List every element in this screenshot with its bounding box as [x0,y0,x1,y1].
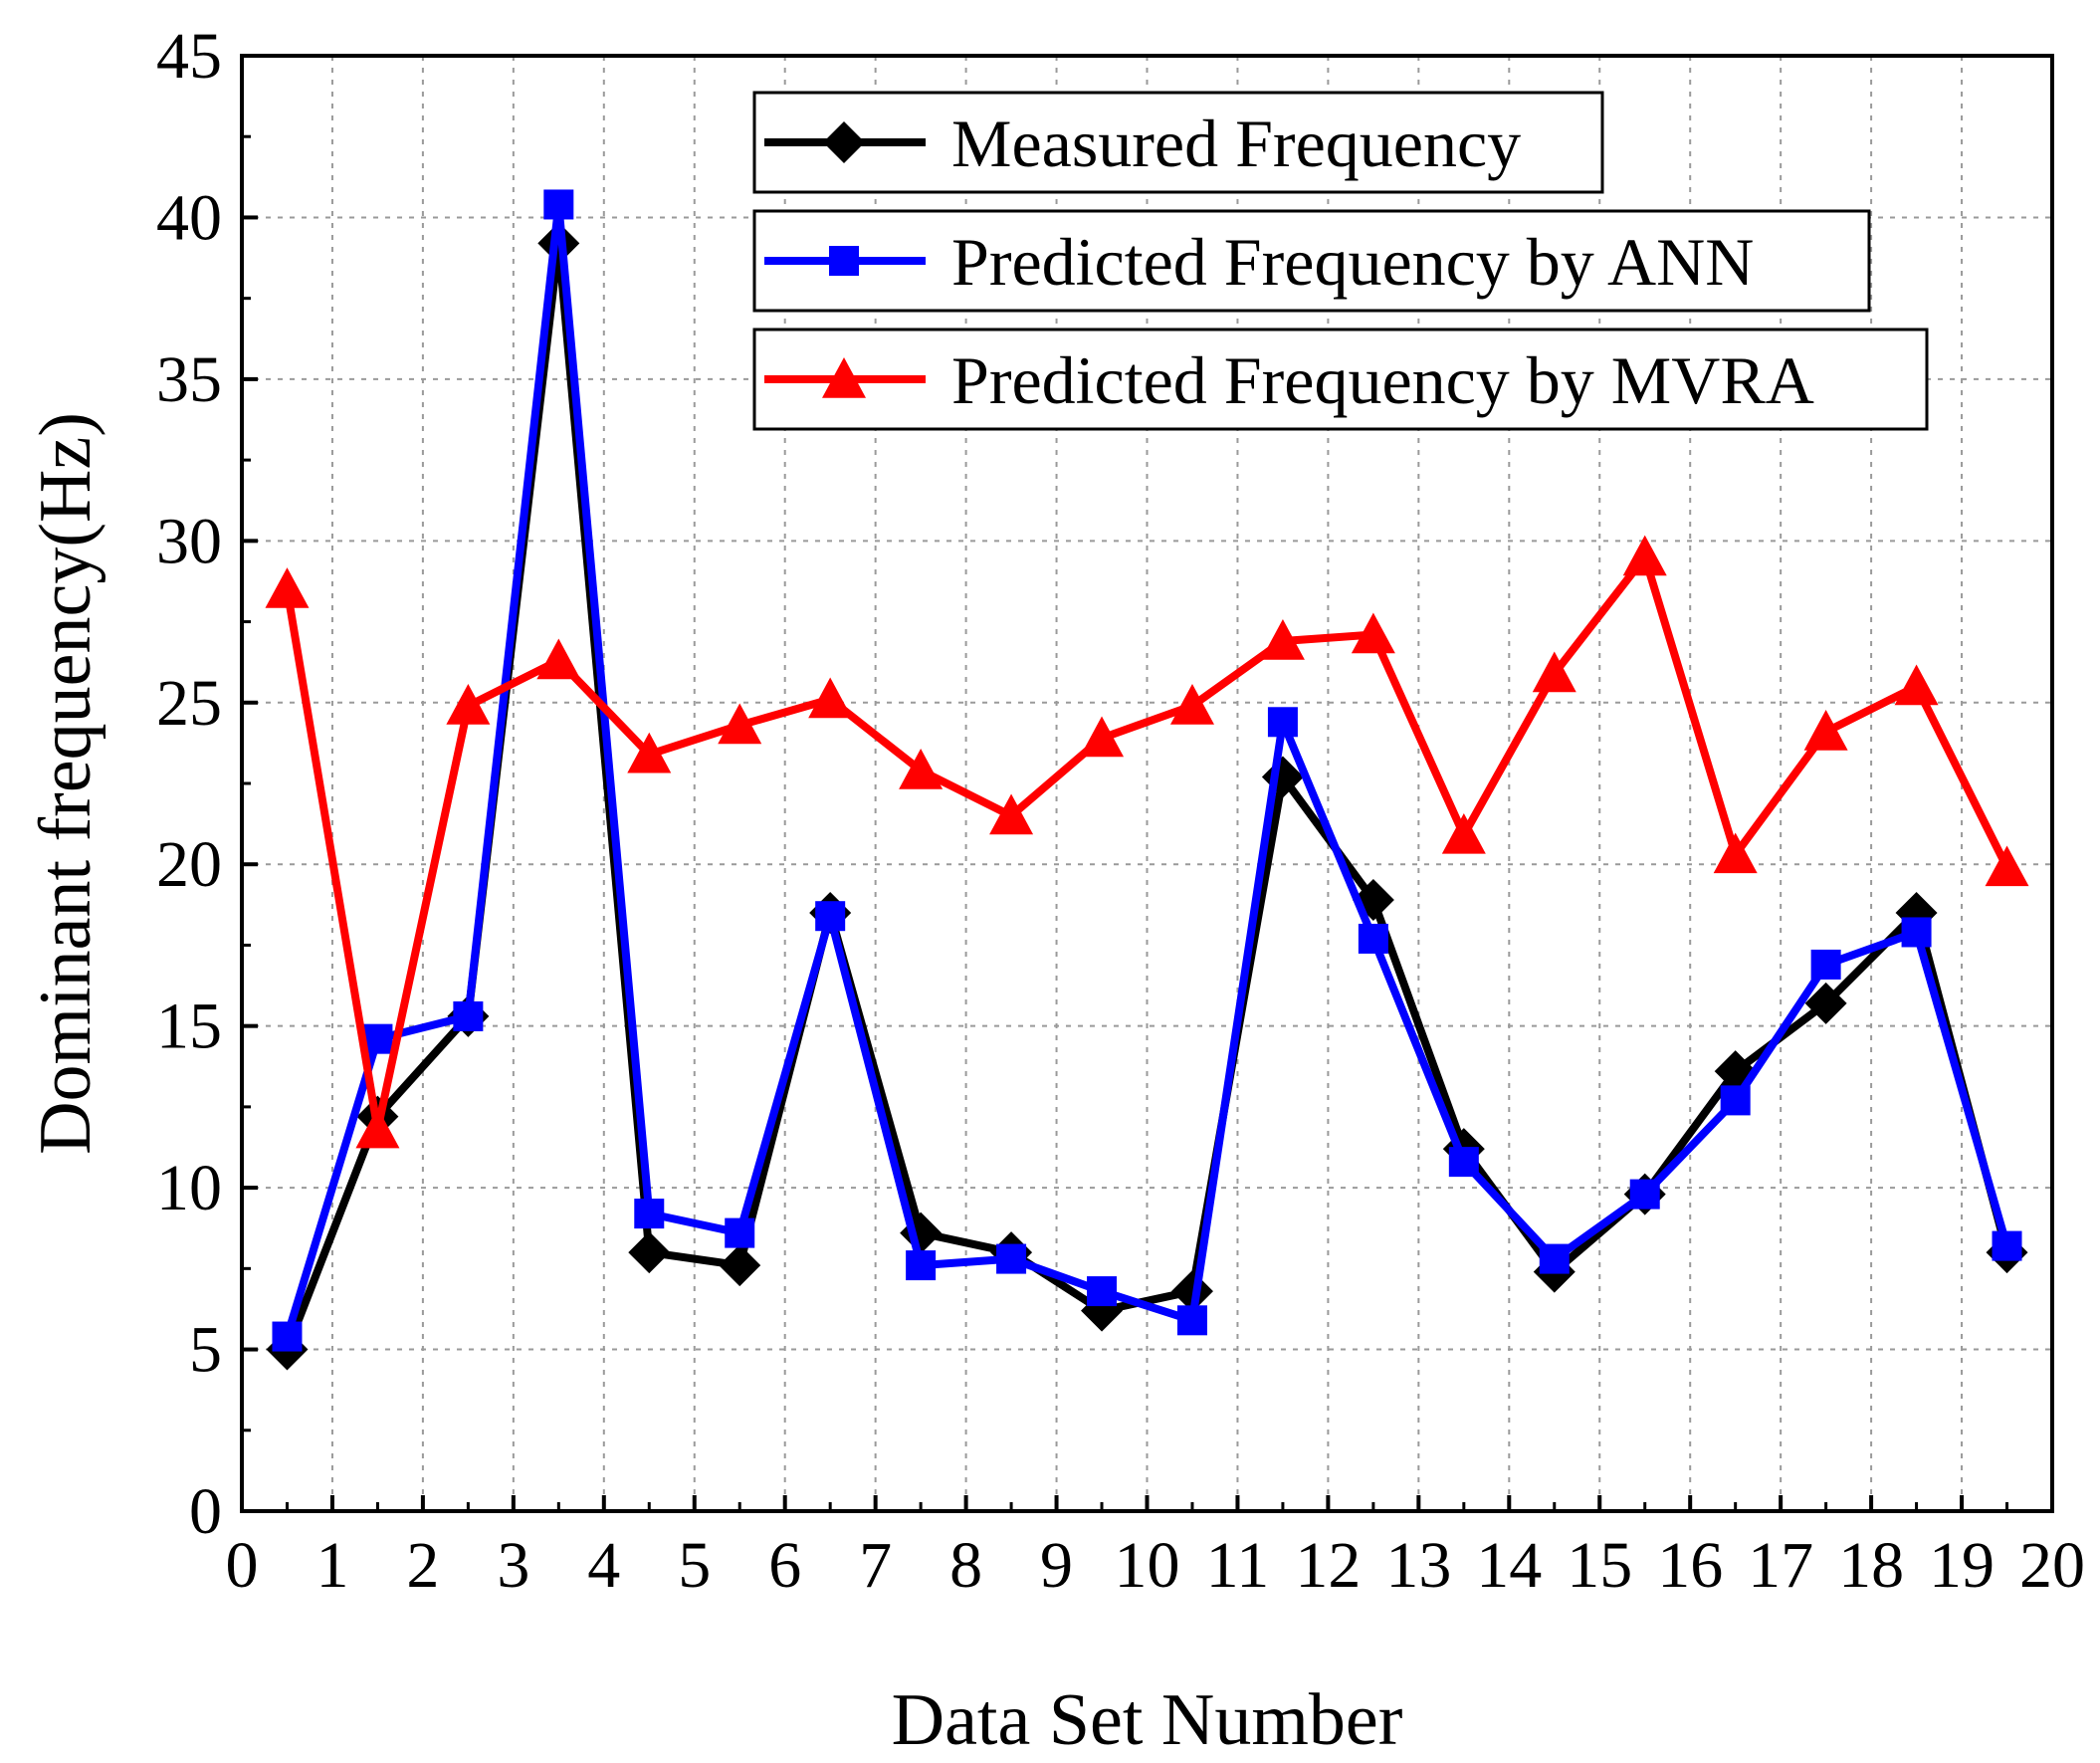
x-tick-label: 9 [1040,1529,1073,1602]
y-tick-label: 45 [156,20,222,93]
data-point [265,567,310,608]
x-tick-label: 6 [768,1529,801,1602]
data-point [719,1244,761,1287]
x-axis-title: Data Set Number [892,1679,1403,1761]
x-tick-label: 8 [949,1529,982,1602]
legend-marker [829,246,859,276]
data-point [815,901,846,932]
y-tick-label: 0 [189,1475,222,1548]
data-point [543,189,574,220]
y-tick-label: 30 [156,505,222,577]
data-point [1358,923,1388,954]
series-2 [272,189,2022,1352]
data-point [1441,812,1486,854]
data-point [1169,684,1214,725]
data-point [1080,716,1125,758]
data-point [1803,710,1848,751]
data-point [1894,664,1939,706]
legend-label: Predicted Frequency by MVRA [951,342,1814,418]
y-axis-title: Dominant frequency(Hz) [25,412,106,1155]
data-point [446,684,491,725]
legend-label: Measured Frequency [951,106,1521,181]
x-tick-label: 12 [1295,1529,1361,1602]
data-point [906,1250,937,1281]
y-tick-label: 25 [156,667,222,740]
x-tick-label: 1 [315,1529,348,1602]
data-point [627,732,672,773]
y-tick-label: 5 [189,1314,222,1387]
x-tick-label: 19 [1929,1529,1995,1602]
data-point [536,638,581,680]
x-tick-label: 2 [406,1529,439,1602]
y-tick-label: 20 [156,828,222,901]
data-point [1532,651,1576,693]
data-point [1985,845,2029,887]
y-tick-label: 35 [156,343,222,416]
axes-layer: 0 1 2 3 4 5 6 7 8 9 10 11 12 13 14 15 16 17 18 19 2005101520… [156,20,2085,1602]
data-point [355,1107,400,1149]
x-tick-label: 0 [226,1529,259,1602]
data-point [808,677,853,719]
legend-entry: Predicted Frequency by MVRA [752,328,1929,431]
legend-entry: Measured Frequency [752,91,1604,194]
legend-box [752,328,1929,431]
data-point [1176,1305,1207,1336]
data-point [989,793,1034,835]
data-point [718,703,762,745]
x-tick-label: 16 [1657,1529,1723,1602]
data-point [1087,1276,1118,1307]
data-point [1170,1270,1213,1313]
y-tick-label: 15 [156,991,222,1063]
legend-entry: Predicted Frequency by ANN [752,209,1871,313]
data-point [899,749,944,789]
y-tick-label: 40 [156,181,222,254]
data-point [725,1217,755,1248]
x-tick-label: 4 [587,1529,620,1602]
data-point [634,1199,665,1229]
legend-marker [822,357,866,398]
x-tick-label: 13 [1385,1529,1451,1602]
data-point [1539,1243,1570,1274]
x-tick-label: 10 [1115,1529,1180,1602]
data-point [628,1231,671,1274]
x-tick-label: 15 [1567,1529,1632,1602]
data-point [1810,949,1841,980]
data-point [1622,535,1667,576]
x-tick-label: 14 [1476,1529,1542,1602]
data-point [1629,1179,1660,1210]
x-tick-label: 5 [678,1529,711,1602]
legend-label: Predicted Frequency by ANN [951,224,1754,300]
data-point [1713,832,1758,874]
series-layer [265,189,2029,1371]
series-line [283,200,2011,1338]
data-point [1804,982,1847,1024]
data-point [1448,1147,1479,1178]
series-3 [265,535,2029,1149]
data-point [1992,1230,2022,1261]
legend-marker [823,121,865,163]
y-tick-label: 10 [156,1152,222,1224]
data-point [1351,612,1395,654]
x-tick-label: 18 [1838,1529,1904,1602]
legend: Measured Frequency Predicted Frequency by… [752,91,1929,431]
data-point [1260,619,1305,660]
x-tick-label: 17 [1748,1529,1813,1602]
x-tick-label: 3 [497,1529,529,1602]
data-point [996,1243,1027,1274]
x-tick-label: 7 [859,1529,892,1602]
data-point [1901,917,1932,948]
data-point [1267,707,1298,738]
x-tick-label: 11 [1206,1529,1270,1602]
data-point [1720,1085,1751,1116]
data-point [272,1321,303,1352]
legend-box [752,209,1871,313]
x-tick-label: 20 [2019,1529,2085,1602]
data-point [453,1000,484,1031]
